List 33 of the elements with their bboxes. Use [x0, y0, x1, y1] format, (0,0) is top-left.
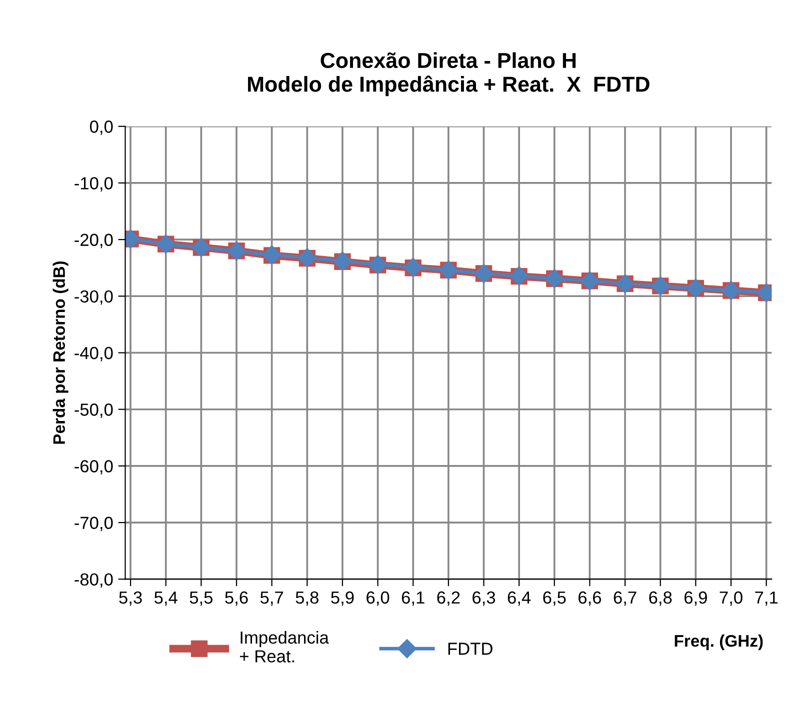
- x-tick-label: 5,4: [154, 592, 178, 606]
- y-tick-label: -30,0: [74, 290, 113, 305]
- x-tick-label: 6,4: [508, 591, 531, 606]
- legend-label: FDTD: [448, 642, 492, 655]
- x-tick-label: 5,8: [296, 591, 318, 606]
- y-tick-label: -10,0: [74, 177, 113, 192]
- chart-title: Conexão Direta - Plano H Modelo de Impedância + Reat. X FDTD: [248, 52, 650, 96]
- y-tick-label: -50,0: [74, 404, 113, 418]
- x-tick-label: 5,5: [190, 592, 213, 606]
- y-tick-label: -40,0: [74, 346, 113, 362]
- x-tick-label: 6,6: [578, 591, 602, 606]
- x-tick-label: 6,9: [684, 591, 707, 606]
- y-tick-label: -60,0: [74, 460, 113, 474]
- x-tick-label: 7,1: [755, 592, 778, 606]
- x-tick-label: 6,0: [366, 591, 390, 606]
- x-tick-label: 6,8: [649, 591, 672, 606]
- x-tick-label: 6,7: [614, 591, 636, 606]
- x-tick-label: 5,3: [119, 591, 142, 606]
- x-tick-label: 6,5: [543, 591, 566, 606]
- y-tick-label: -20,0: [74, 234, 113, 248]
- x-tick-label: 5,7: [260, 592, 284, 606]
- x-tick-label: 6,2: [437, 591, 460, 606]
- x-tick-label: 5,6: [225, 591, 248, 606]
- y-tick-label: 0,0: [90, 120, 113, 135]
- x-axis-title: Freq. (GHz): [674, 634, 763, 650]
- x-tick-label: 7,0: [720, 591, 742, 606]
- x-tick-label: 6,3: [472, 591, 496, 606]
- y-tick-label: -70,0: [74, 516, 113, 532]
- legend-label: Impedancia + Reat.: [240, 631, 329, 662]
- y-axis-title: Perda por Retorno (dB): [52, 261, 68, 444]
- y-tick-label: -80,0: [74, 573, 113, 588]
- x-tick-label: 5,9: [331, 591, 354, 606]
- x-tick-label: 6,1: [402, 591, 424, 606]
